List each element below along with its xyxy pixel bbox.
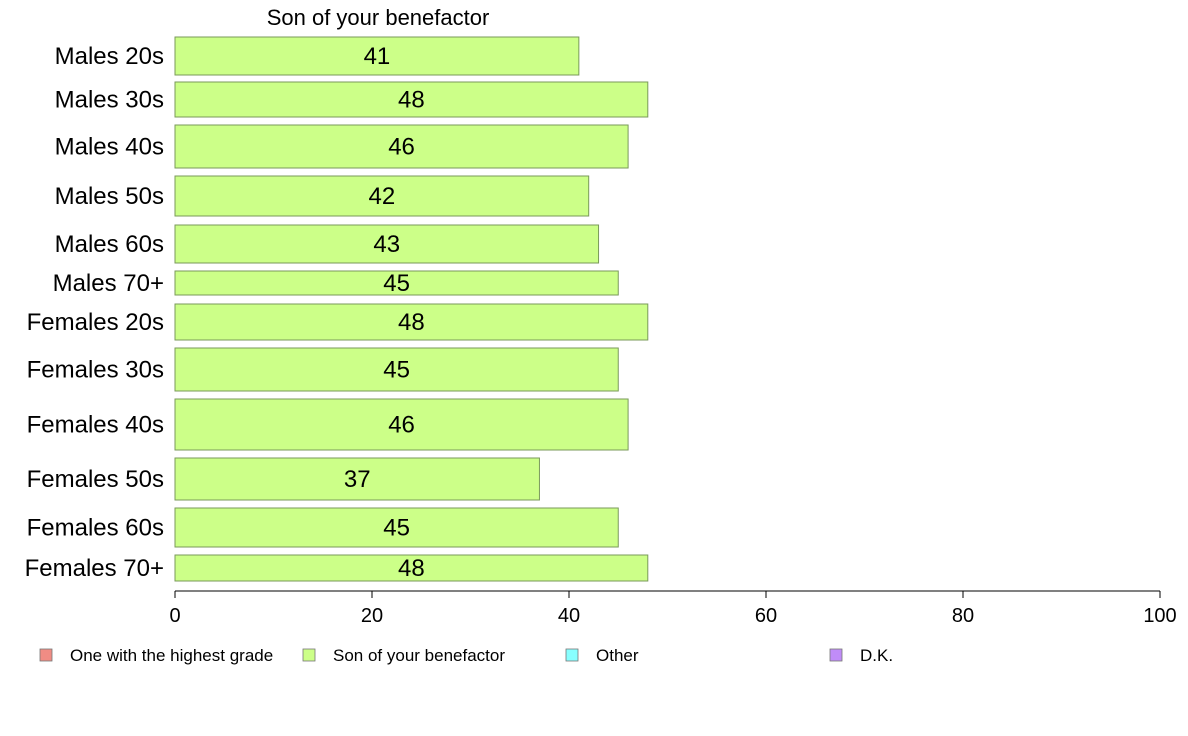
- category-label: Males 40s: [55, 134, 164, 161]
- data-label: 41: [364, 43, 391, 70]
- category-label: Males 70+: [53, 270, 164, 297]
- data-label: 37: [344, 466, 371, 493]
- bar: [174, 270, 619, 296]
- x-axis: 0 20 40 60 80 100: [169, 590, 1177, 627]
- category-label: Females 20s: [27, 309, 164, 336]
- data-label: 45: [383, 357, 410, 384]
- data-label: 48: [398, 555, 425, 582]
- data-label: 46: [388, 412, 415, 439]
- legend-swatch: [39, 648, 53, 662]
- bar: [174, 175, 590, 217]
- bar: [174, 507, 619, 548]
- bar: [174, 554, 649, 582]
- bar: [174, 347, 619, 392]
- category-label: Females 40s: [27, 412, 164, 439]
- bar: [174, 81, 649, 118]
- data-label: 42: [368, 183, 395, 210]
- x-tick-label: 100: [1143, 605, 1176, 627]
- legend-swatch: [829, 648, 843, 662]
- data-label: 45: [383, 270, 410, 297]
- x-tick-label: 40: [558, 605, 580, 627]
- data-label: 43: [373, 231, 400, 258]
- category-label: Males 20s: [55, 43, 164, 70]
- legend-label: D.K.: [860, 646, 893, 665]
- x-tick-label: 0: [169, 605, 180, 627]
- data-label: 46: [388, 134, 415, 161]
- x-tick-label: 20: [361, 605, 383, 627]
- chart-title: Son of your benefactor: [267, 5, 490, 30]
- bar: [174, 457, 540, 501]
- category-label: Females 50s: [27, 466, 164, 493]
- data-label: 45: [383, 515, 410, 542]
- legend-label: Son of your benefactor: [333, 646, 505, 665]
- legend-label: Other: [596, 646, 639, 665]
- bar: [174, 36, 580, 76]
- data-label: 48: [398, 87, 425, 114]
- bars-group: Males 20s 41 Males 30s 48 Males 40s 46 Males 5…: [25, 36, 649, 582]
- category-label: Females 70+: [25, 555, 164, 582]
- x-tick-label: 80: [952, 605, 974, 627]
- bar: [174, 124, 629, 169]
- category-label: Males 60s: [55, 231, 164, 258]
- category-label: Females 60s: [27, 515, 164, 542]
- category-label: Males 30s: [55, 87, 164, 114]
- x-tick-label: 60: [755, 605, 777, 627]
- category-label: Females 30s: [27, 357, 164, 384]
- legend: One with the highest grade Son of your be…: [39, 646, 893, 665]
- legend-label: One with the highest grade: [70, 646, 273, 665]
- category-label: Males 50s: [55, 183, 164, 210]
- legend-swatch: [302, 648, 316, 662]
- legend-swatch: [565, 648, 579, 662]
- bar: [174, 224, 600, 264]
- bar: [174, 398, 629, 451]
- data-label: 48: [398, 309, 425, 336]
- bar: [174, 303, 649, 341]
